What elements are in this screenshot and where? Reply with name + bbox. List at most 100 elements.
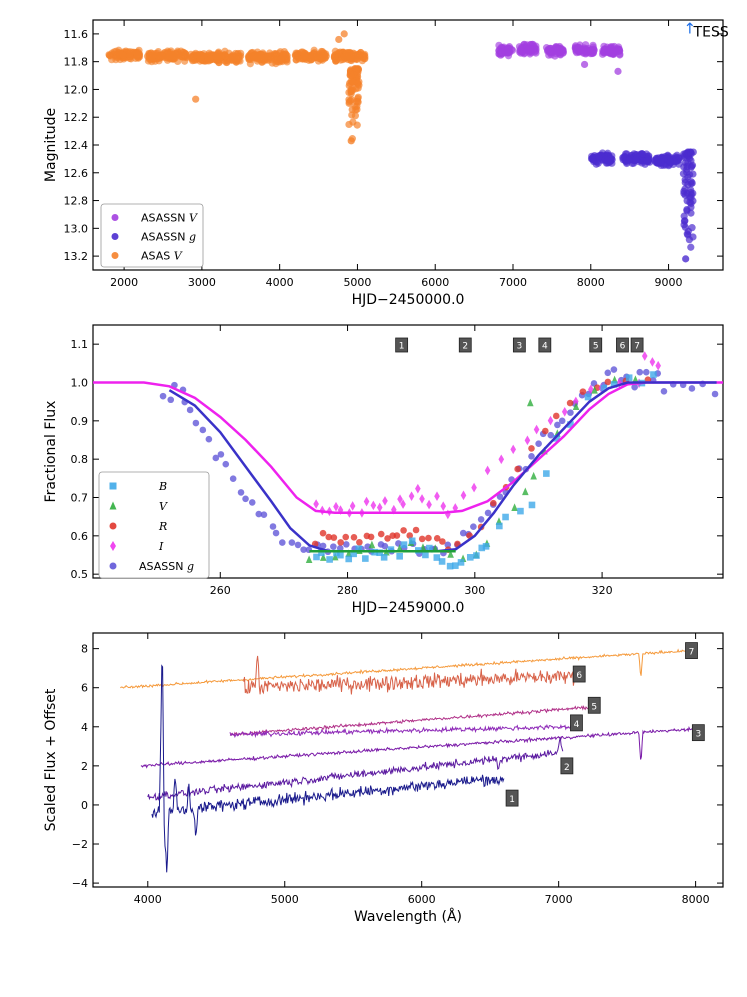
y-tick-label: 1.1	[71, 338, 89, 351]
data-point	[567, 421, 574, 428]
data-point	[552, 412, 560, 420]
data-point	[530, 471, 537, 480]
data-point	[466, 554, 474, 561]
data-point	[426, 499, 432, 510]
spectrum-tag-box	[691, 724, 705, 742]
data-point	[470, 523, 477, 530]
data-point	[288, 539, 296, 546]
data-point	[368, 540, 376, 549]
data-point	[222, 460, 230, 468]
legend-label: ASASSN g	[139, 560, 194, 573]
y-tick-label: 0.6	[71, 530, 89, 543]
data-point	[320, 50, 328, 58]
data-point	[347, 137, 355, 145]
data-point	[305, 555, 313, 563]
epoch-marker-box	[458, 337, 472, 353]
y-tick-label: 0.7	[71, 492, 89, 505]
data-point	[688, 162, 696, 170]
data-point	[333, 501, 339, 512]
data-point	[319, 542, 327, 550]
data-point	[687, 194, 695, 202]
x-tick-label: 2000	[110, 276, 138, 289]
x-tick-label: 7000	[499, 276, 527, 289]
data-point	[396, 552, 403, 560]
data-point	[604, 378, 612, 386]
data-point	[573, 49, 581, 57]
data-point	[554, 421, 561, 429]
x-axis-label: HJD−2450000.0	[352, 292, 465, 308]
plot-frame	[92, 632, 724, 888]
legend-label: ASASSN V	[141, 212, 198, 225]
data-point	[687, 203, 695, 211]
data-point	[397, 494, 403, 504]
data-point	[579, 388, 587, 395]
data-point	[400, 527, 407, 534]
data-point	[514, 465, 521, 473]
legend-label-italic: I	[158, 540, 164, 553]
data-point	[643, 157, 651, 165]
legend-marker	[111, 252, 119, 259]
data-point	[376, 549, 383, 557]
spectrum-tag-label: 5	[591, 702, 597, 712]
data-point	[155, 54, 164, 62]
data-point	[498, 454, 505, 465]
data-point	[434, 491, 440, 502]
data-point	[364, 543, 371, 550]
epoch-marker-label: 1	[399, 342, 405, 352]
y-tick-label: 11.8	[64, 56, 89, 69]
data-point	[412, 526, 420, 534]
spectrum-tag-label: 7	[689, 648, 695, 658]
x-tick-label: 260	[210, 584, 231, 597]
series-asassn-g	[159, 366, 719, 557]
data-point	[393, 532, 401, 539]
data-point	[370, 500, 377, 511]
epoch-marker-box	[395, 337, 409, 353]
data-point	[212, 454, 220, 462]
data-point	[318, 56, 327, 64]
spectrum-tag-label: 6	[576, 671, 582, 681]
data-point	[396, 544, 403, 552]
legend-marker	[110, 541, 116, 551]
spectrum-tag-label: 4	[574, 720, 580, 730]
legend-label: ASASSN g	[141, 231, 196, 244]
y-tick-label: 2	[81, 760, 88, 773]
legend-label-text: ASASSN	[141, 212, 189, 225]
data-point	[524, 435, 531, 446]
data-point	[380, 554, 388, 561]
data-point	[666, 157, 674, 165]
data-point	[422, 551, 429, 559]
data-point	[330, 54, 339, 62]
data-point	[595, 153, 603, 162]
data-point	[346, 97, 355, 105]
data-point	[687, 186, 695, 194]
data-point	[638, 150, 647, 158]
spectrum-tag-box	[505, 789, 519, 807]
data-point	[544, 46, 552, 54]
y-tick-label: 1.0	[71, 377, 89, 390]
data-point	[300, 546, 307, 553]
legend-label-italic: R	[158, 520, 167, 533]
data-point	[433, 554, 441, 561]
spectrum-tag-box	[587, 696, 601, 714]
data-point	[181, 51, 189, 59]
legend-label-text: ASASSN	[139, 560, 187, 573]
data-point	[680, 212, 688, 220]
data-point	[528, 501, 536, 509]
data-point	[248, 499, 256, 506]
data-point	[580, 60, 589, 69]
panel-lightcurve-axes: 2000 3000 4000 5000 6000 7000 8000 9000 11.6 11.8…	[43, 19, 724, 308]
data-point	[484, 509, 492, 517]
data-point	[294, 541, 302, 549]
data-point	[308, 55, 316, 63]
data-point	[614, 67, 622, 75]
data-point	[584, 393, 592, 401]
data-point	[269, 523, 277, 530]
data-point	[496, 493, 504, 500]
data-point	[541, 427, 549, 435]
data-point	[340, 30, 348, 38]
legend-label-italic: g	[189, 231, 196, 244]
data-point	[452, 503, 459, 513]
data-point	[687, 209, 695, 217]
spectra-lines	[120, 648, 697, 873]
data-point	[345, 54, 354, 62]
